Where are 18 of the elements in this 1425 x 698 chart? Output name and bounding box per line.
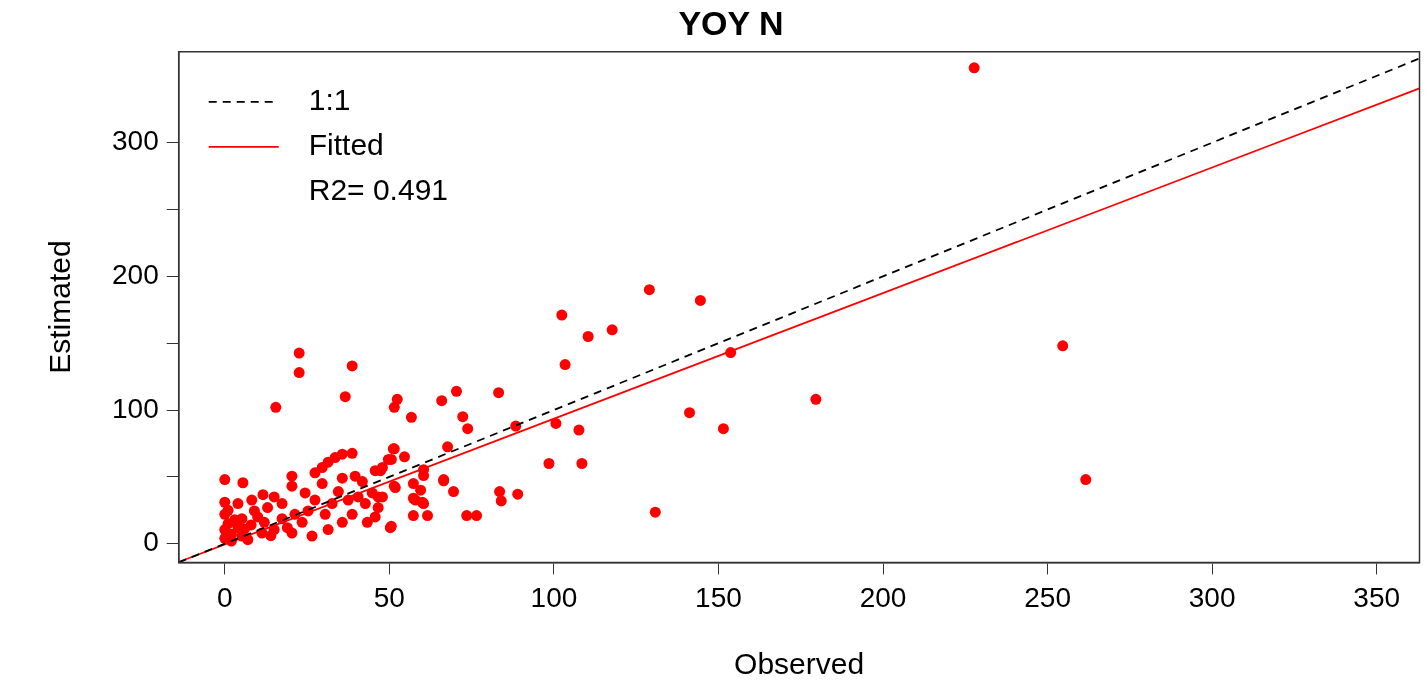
x-tick-label: 250 [1024,581,1071,613]
x-axis-title: Observed [734,647,865,681]
x-tick-label: 150 [695,581,742,613]
y-tick-label: 300 [112,125,159,157]
legend-label: 1:1 [308,83,351,117]
x-tick-label: 100 [530,581,578,613]
annotation: R2= 0.491 [308,173,448,207]
x-tick-label: 350 [1353,581,1401,613]
x-tick-label: 300 [1188,581,1236,613]
y-axis-title: Estimated [43,240,77,374]
y-tick-label: 100 [112,392,159,424]
legend-label: Fitted [308,128,384,162]
y-tick-label: 200 [112,259,159,291]
x-tick-label: 50 [373,581,405,613]
y-tick-label: 0 [143,526,159,558]
x-tick-label: 0 [217,581,233,613]
chart-title: YOY N [678,3,784,42]
x-tick-label: 200 [859,581,907,613]
